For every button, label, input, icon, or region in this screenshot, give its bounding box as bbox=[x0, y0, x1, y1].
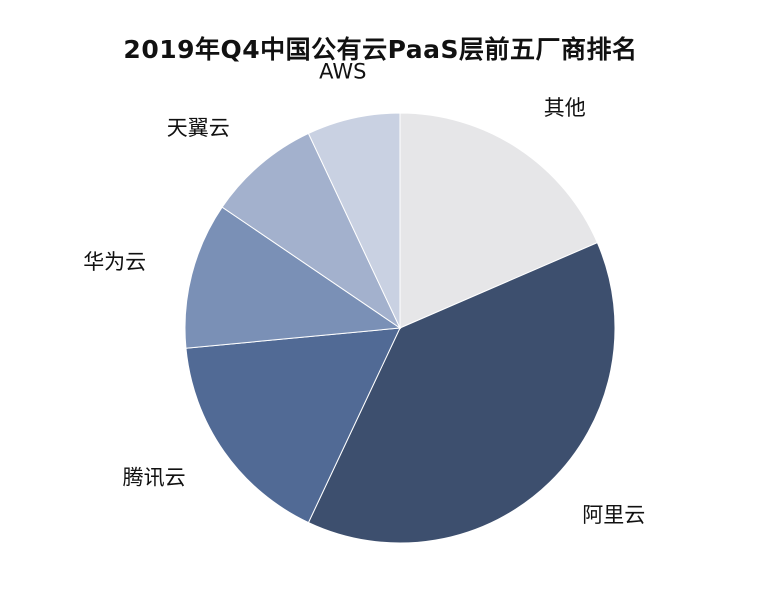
pie-slice-6 bbox=[307, 112, 401, 329]
pie-slices bbox=[184, 112, 616, 544]
pie-slice-2 bbox=[307, 241, 616, 544]
slice-label-2: 阿里云 bbox=[582, 503, 645, 527]
pie-slice-3 bbox=[185, 327, 401, 524]
pie-slice-5 bbox=[221, 132, 402, 330]
slice-label-5: 天翼云 bbox=[167, 116, 230, 140]
pie-slice-4 bbox=[184, 206, 402, 349]
slice-label-3: 腾讯云 bbox=[123, 466, 186, 490]
chart-title: 2019年Q4中国公有云PaaS层前五厂商排名 bbox=[123, 35, 638, 64]
slice-label-6: AWS bbox=[319, 59, 366, 83]
slice-label-1: 其他 bbox=[544, 96, 586, 120]
slice-label-4: 华为云 bbox=[83, 250, 146, 274]
pie-slice-1 bbox=[399, 112, 598, 329]
